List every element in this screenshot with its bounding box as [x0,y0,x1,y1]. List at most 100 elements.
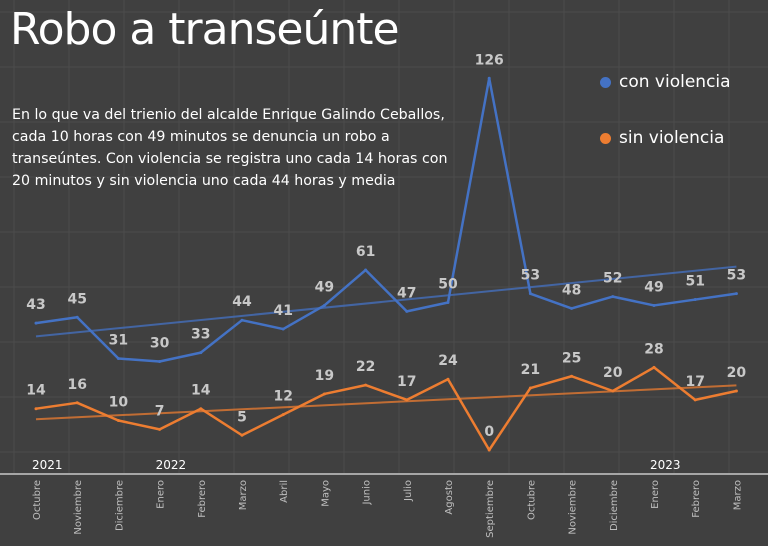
data-point [570,374,574,378]
chart-title: Robo a transeúnte [10,4,400,55]
data-label: 17 [685,374,704,390]
data-point [528,292,532,296]
data-point [322,392,326,396]
data-point [405,398,409,402]
legend-label: sin violencia [619,128,725,148]
data-label: 49 [315,279,334,295]
x-tick-label: Noviembre [73,480,84,535]
x-tick-label: Febrero [197,480,208,518]
legend-item-sin-violencia: sin violencia [600,128,724,148]
data-point [281,413,285,417]
data-label: 51 [685,274,704,290]
data-label: 20 [727,365,747,381]
x-tick-label: Mayo [320,480,331,507]
data-label: 21 [521,362,540,378]
data-point [528,386,532,390]
data-point [446,301,450,304]
legend-marker-orange [600,132,611,144]
data-point [75,401,79,405]
year-label: 2022 [156,458,187,472]
data-point [652,303,656,307]
data-point [75,315,79,319]
data-label: 49 [644,279,663,295]
x-tick-label: Diciembre [114,480,125,531]
x-tick-label: Marzo [732,480,743,510]
x-tick-label: Septiembre [485,480,496,538]
x-tick-label: Marzo [238,480,249,510]
data-label: 126 [475,52,504,68]
data-label: 53 [521,268,540,284]
data-label: 61 [356,244,375,260]
data-point [199,407,203,411]
x-tick-label: Diciembre [609,480,620,531]
series-line-con-violencia [35,77,737,363]
data-label: 28 [644,341,663,357]
data-label: 44 [232,294,252,310]
data-label: 33 [191,327,210,343]
trendline-con-violencia [35,265,737,338]
x-tick-label: Julio [403,480,414,502]
data-label: 52 [603,271,622,287]
x-tick-label: Enero [650,480,661,509]
data-label: 19 [315,368,334,384]
data-label: 17 [397,374,416,390]
x-tick-label: Agosto [444,480,455,515]
data-point [693,298,697,302]
data-label: 48 [562,282,581,298]
legend-marker-blue [600,76,611,88]
year-label: 2021 [32,458,63,472]
data-point [570,306,574,310]
data-point [611,389,615,393]
data-label: 50 [438,277,458,293]
data-point [158,360,162,363]
data-label: 47 [397,285,416,301]
legend-label: con violencia [619,72,731,92]
data-point [322,303,326,307]
x-tick-label: Febrero [691,480,702,518]
data-point [364,268,368,272]
data-label: 53 [727,268,746,284]
data-point [364,383,368,387]
data-label: 20 [603,365,623,381]
data-label: 16 [67,377,86,393]
x-tick-label: Octubre [32,480,43,520]
data-point [405,309,409,313]
data-point [240,433,244,437]
data-label: 14 [26,383,46,399]
data-label: 7 [155,403,165,419]
data-label: 14 [191,383,211,399]
data-point [446,377,450,381]
data-label: 31 [109,333,128,349]
data-label: 12 [273,389,292,405]
data-point [116,419,120,422]
data-point [487,76,491,80]
data-label: 24 [438,353,458,369]
x-tick-label: Abril [279,480,290,503]
data-label: 41 [273,303,292,319]
data-label: 22 [356,359,375,375]
data-label: 30 [150,336,170,352]
data-label: 43 [26,297,45,313]
data-point [611,295,615,299]
x-tick-label: Noviembre [568,480,579,535]
year-label: 2023 [650,458,681,472]
x-tick-label: Enero [156,480,167,509]
data-point [34,321,38,325]
data-point [734,292,738,296]
trendline-sin-violencia [35,384,737,421]
x-tick-label: Junio [362,480,373,506]
legend-item-con-violencia: con violencia [600,72,731,92]
data-point [734,389,738,393]
x-tick-label: Octubre [526,480,537,520]
data-point [281,327,285,331]
annotation-text: En lo que va del trienio del alcalde Enr… [12,107,448,189]
data-point [240,318,244,322]
data-point [693,398,697,402]
data-point [34,407,38,411]
data-point [116,357,120,361]
data-label: 0 [484,424,494,440]
data-label: 45 [67,291,86,307]
data-label: 5 [237,409,247,425]
data-point [652,365,656,369]
